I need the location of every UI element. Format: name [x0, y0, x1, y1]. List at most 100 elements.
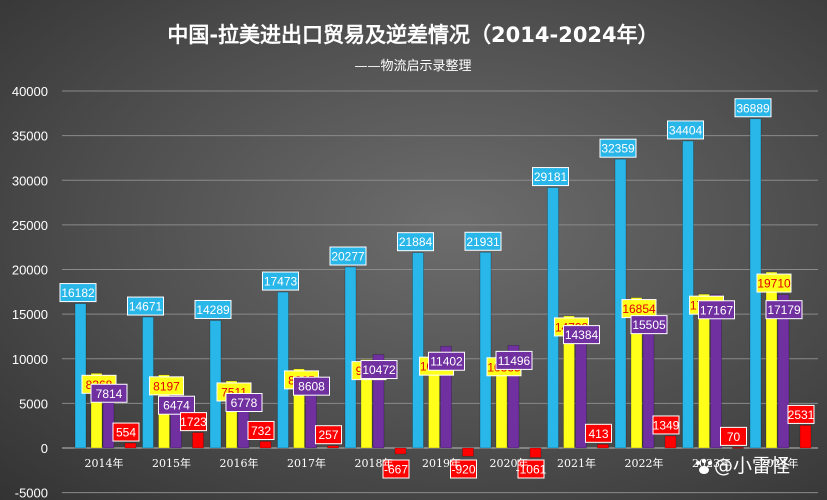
data-label: 14671 [127, 296, 164, 316]
x-tick-label: 2021年 [557, 456, 596, 470]
x-tick-label: 2018年 [355, 456, 394, 470]
bar [698, 293, 710, 449]
data-label-box [315, 425, 342, 445]
x-tick-label: 2017年 [287, 456, 326, 470]
data-label: 11402 [428, 351, 465, 371]
bar [90, 373, 103, 449]
bar [664, 435, 677, 449]
y-tick-label: 20000 [12, 263, 48, 278]
data-label-text: 14289 [196, 303, 230, 317]
bar [462, 447, 474, 457]
data-label-text: 8608 [298, 380, 325, 394]
data-label: 10472 [360, 360, 398, 380]
data-label-text: 8197 [153, 379, 180, 393]
data-label-box [698, 300, 735, 320]
y-tick-label: 5000 [19, 396, 48, 411]
data-label-box [149, 376, 184, 396]
data-label: 732 [247, 420, 275, 440]
data-label-text: 20277 [331, 250, 365, 264]
data-label-box [652, 415, 680, 435]
data-label-box [734, 98, 772, 118]
bar [277, 291, 289, 449]
data-label-box [360, 360, 398, 380]
data-label-text: -667 [384, 463, 408, 477]
data-label: 6778 [225, 393, 263, 413]
bar [394, 447, 407, 455]
watermark-text: @小雷怪 [714, 455, 790, 477]
data-label-text: 10472 [362, 363, 396, 377]
data-label-box [563, 325, 600, 345]
bar [777, 294, 790, 449]
data-label-text: 257 [318, 428, 338, 442]
data-label: 14289 [194, 299, 232, 319]
bar [327, 445, 339, 449]
data-label-box [756, 273, 792, 293]
data-label-box [262, 271, 299, 291]
data-label-box [247, 420, 275, 440]
data-label: 32359 [599, 138, 637, 158]
data-label-box [428, 351, 465, 371]
data-label: 17179 [765, 300, 803, 320]
data-label-box [158, 395, 195, 415]
bar [293, 368, 305, 449]
data-label-box [599, 138, 637, 158]
data-label-box [517, 459, 545, 479]
bar [259, 441, 272, 449]
bar [225, 380, 238, 449]
data-label-text: 1349 [653, 418, 680, 432]
bar [412, 252, 424, 449]
data-label: 34404 [667, 120, 704, 140]
bar [732, 447, 744, 449]
data-label-text: 413 [588, 427, 608, 441]
x-tick-label: 2015年 [152, 456, 191, 470]
data-label: 2531 [787, 404, 815, 424]
y-tick-label: 0 [41, 441, 48, 456]
data-label-text: 16854 [622, 302, 656, 316]
data-label-box [787, 404, 815, 424]
data-label-box [194, 299, 232, 319]
data-label-box [585, 423, 612, 443]
data-label-text: 32359 [601, 142, 635, 156]
data-labels: 16182 14671 14289 17473 20277 21884 21931 29181… [59, 98, 815, 479]
data-label: 1723 [180, 412, 207, 432]
data-label: 15505 [630, 315, 668, 335]
data-label-text: 19710 [757, 277, 791, 291]
data-label: 257 [315, 425, 342, 445]
data-label-text: 6778 [231, 396, 258, 410]
chart-title: 中国-拉美进出口贸易及逆差情况（2014-2024年） [167, 23, 658, 47]
data-label-box [667, 120, 704, 140]
data-label: 16182 [59, 283, 97, 303]
data-label-text: 21931 [466, 235, 500, 249]
data-label: 14384 [563, 325, 600, 345]
data-label: 413 [585, 423, 612, 443]
y-tick-label: 30000 [12, 173, 48, 188]
data-label-box [720, 426, 747, 446]
data-label-text: 732 [251, 424, 271, 438]
data-label-text: 1723 [180, 415, 207, 429]
watermark: @小雷怪 [695, 455, 790, 477]
data-label-box [532, 167, 569, 187]
chart-subtitle: ——物流启示录整理 [354, 59, 471, 74]
data-label: 29181 [532, 167, 569, 187]
data-label-box [180, 412, 207, 432]
data-label-text: 17179 [767, 303, 801, 317]
bar [360, 359, 373, 449]
data-label-box [293, 376, 330, 396]
data-label: 1349 [652, 415, 680, 435]
data-label: -1061 [516, 459, 547, 479]
bar [799, 425, 812, 449]
y-tick-label: 40000 [12, 84, 48, 99]
x-tick-label: 2019年 [422, 456, 461, 470]
data-label-text: -920 [451, 463, 475, 477]
data-label-text: 14384 [565, 328, 599, 342]
data-label-text: 14671 [129, 300, 163, 314]
data-label: 21884 [397, 232, 434, 252]
data-label-box [90, 383, 128, 403]
data-label-text: 15505 [632, 318, 666, 332]
data-label-box [630, 315, 668, 335]
bar [507, 345, 520, 449]
data-label-box [397, 232, 434, 252]
data-label: 20277 [329, 246, 367, 266]
bar [529, 447, 542, 458]
